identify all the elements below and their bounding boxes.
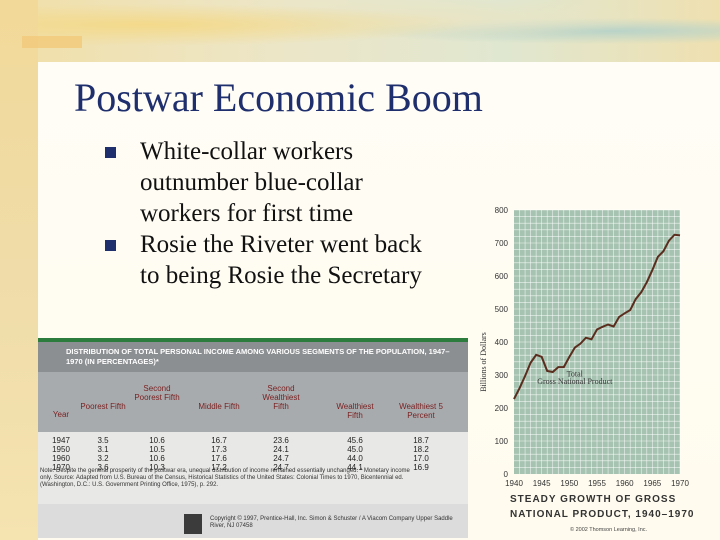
bullet-list: White-collar workers outnumber blue-coll… xyxy=(100,136,430,291)
chart-title: Steady Growth of Gross National Product,… xyxy=(510,494,695,520)
decorative-stripe xyxy=(22,36,82,48)
table-cell: 24.1 xyxy=(273,445,289,454)
table-cell: 10.6 xyxy=(149,436,165,445)
table-credit: Copyright © 1997, Prentice-Hall, Inc. Si… xyxy=(210,516,453,529)
table-header-row: Year Poorest Fifth Second Poorest Fifth … xyxy=(38,372,468,432)
table-cell: 16.7 xyxy=(211,436,227,445)
x-tick-label: 1940 xyxy=(505,479,523,488)
table-cell: 17.6 xyxy=(211,454,227,463)
table-col-header: Wealthiest 5 Percent xyxy=(399,402,443,420)
table-cell: 45.6 xyxy=(347,436,363,445)
table-col-header: Second Wealthiest Fifth xyxy=(262,384,300,411)
y-tick-label: 200 xyxy=(495,404,509,413)
table-cell: 18.7 xyxy=(413,436,429,445)
y-tick-label: 400 xyxy=(495,338,509,347)
y-axis-label: Billions of Dollars xyxy=(479,332,488,392)
x-tick-label: 1955 xyxy=(588,479,606,488)
decorative-left-band xyxy=(0,0,38,540)
table-cell: 17.0 xyxy=(413,454,429,463)
table-row: 1960 3.2 10.6 17.6 24.7 44.0 17.0 xyxy=(38,454,468,466)
table-cell: 1960 xyxy=(52,454,70,463)
y-tick-label: 800 xyxy=(495,206,509,215)
y-tick-label: 600 xyxy=(495,272,509,281)
income-distribution-table: Distribution of Total Personal Income Am… xyxy=(38,338,468,538)
bullet-text: White-collar workers outnumber blue-coll… xyxy=(140,138,363,227)
table-cell: 17.3 xyxy=(211,445,227,454)
y-tick-label: 700 xyxy=(495,239,509,248)
slide-title: Postwar Economic Boom xyxy=(74,75,483,120)
table-cell: 44.0 xyxy=(347,454,363,463)
y-tick-label: 500 xyxy=(495,305,509,314)
chart-copyright: © 2002 Thomson Learning, Inc. xyxy=(570,527,648,533)
bullet-square-icon xyxy=(105,240,116,251)
table-cell: 23.6 xyxy=(273,436,289,445)
table-cell: 3.2 xyxy=(97,454,109,463)
table-cell: 10.6 xyxy=(149,454,165,463)
table-col-header: Second Poorest Fifth xyxy=(134,384,180,402)
bullet-text: Rosie the Riveter went back to being Ros… xyxy=(140,231,422,289)
gnp-series-line xyxy=(513,233,681,400)
x-tick-label: 1965 xyxy=(643,479,661,488)
table-cell: 10.3 xyxy=(149,463,165,472)
table-row: 1950 3.1 10.5 17.3 24.1 45.0 18.2 xyxy=(38,445,468,457)
x-tick-label: 1950 xyxy=(560,479,578,488)
chart-annotation: Gross National Product xyxy=(537,377,613,386)
x-tick-label: 1970 xyxy=(671,479,689,488)
table-cell: 10.5 xyxy=(149,445,165,454)
table-cell: 3.1 xyxy=(97,445,109,454)
table-cell: 3.6 xyxy=(97,463,109,472)
y-tick-label: 0 xyxy=(504,470,509,479)
table-cell: 24.7 xyxy=(273,454,289,463)
table-col-header: Wealthiest Fifth xyxy=(336,402,374,420)
bullet-item: Rosie the Riveter went back to being Ros… xyxy=(100,229,430,291)
table-cell: 18.2 xyxy=(413,445,429,454)
table-cell: 24.7 xyxy=(273,463,289,472)
gnp-line-chart: 0 100 200 300 400 500 600 700 800 1940 1945 1950 195… xyxy=(479,206,689,488)
table-row: 1947 3.5 10.6 16.7 23.6 45.6 18.7 xyxy=(38,436,468,448)
table-col-header: Year xyxy=(52,410,70,419)
table-cell: 44.1 xyxy=(347,463,363,472)
table-note: Note: Despite the general prosperity of … xyxy=(40,468,410,488)
table-col-header: Middle Fifth xyxy=(198,402,240,411)
x-tick-label: 1960 xyxy=(616,479,634,488)
decorative-header-band xyxy=(0,0,720,62)
x-tick-label: 1945 xyxy=(533,479,551,488)
table-cell: 3.5 xyxy=(97,436,109,445)
table-body: 1947 3.5 10.6 16.7 23.6 45.6 18.7 1950 3.1 10.5 17… xyxy=(38,432,468,504)
table-cell: 45.0 xyxy=(347,445,363,454)
table-cell: 1950 xyxy=(52,445,70,454)
table-col-header: Poorest Fifth xyxy=(80,402,126,411)
bullet-square-icon xyxy=(105,147,116,158)
y-tick-label: 100 xyxy=(495,437,509,446)
bullet-item: White-collar workers outnumber blue-coll… xyxy=(100,136,430,229)
table-row: 1970 3.6 10.3 17.2 24.7 44.1 16.9 xyxy=(38,463,468,475)
table-cell: 16.9 xyxy=(413,463,429,472)
table-cell: 1947 xyxy=(52,436,70,445)
table-cell: 17.2 xyxy=(211,463,227,472)
chart-annotation: Total xyxy=(567,370,584,379)
table-cell: 1970 xyxy=(52,463,70,472)
publisher-logo-icon xyxy=(184,514,202,534)
y-tick-label: 300 xyxy=(495,371,509,380)
table-heading: Distribution of Total Personal Income Am… xyxy=(38,338,468,372)
